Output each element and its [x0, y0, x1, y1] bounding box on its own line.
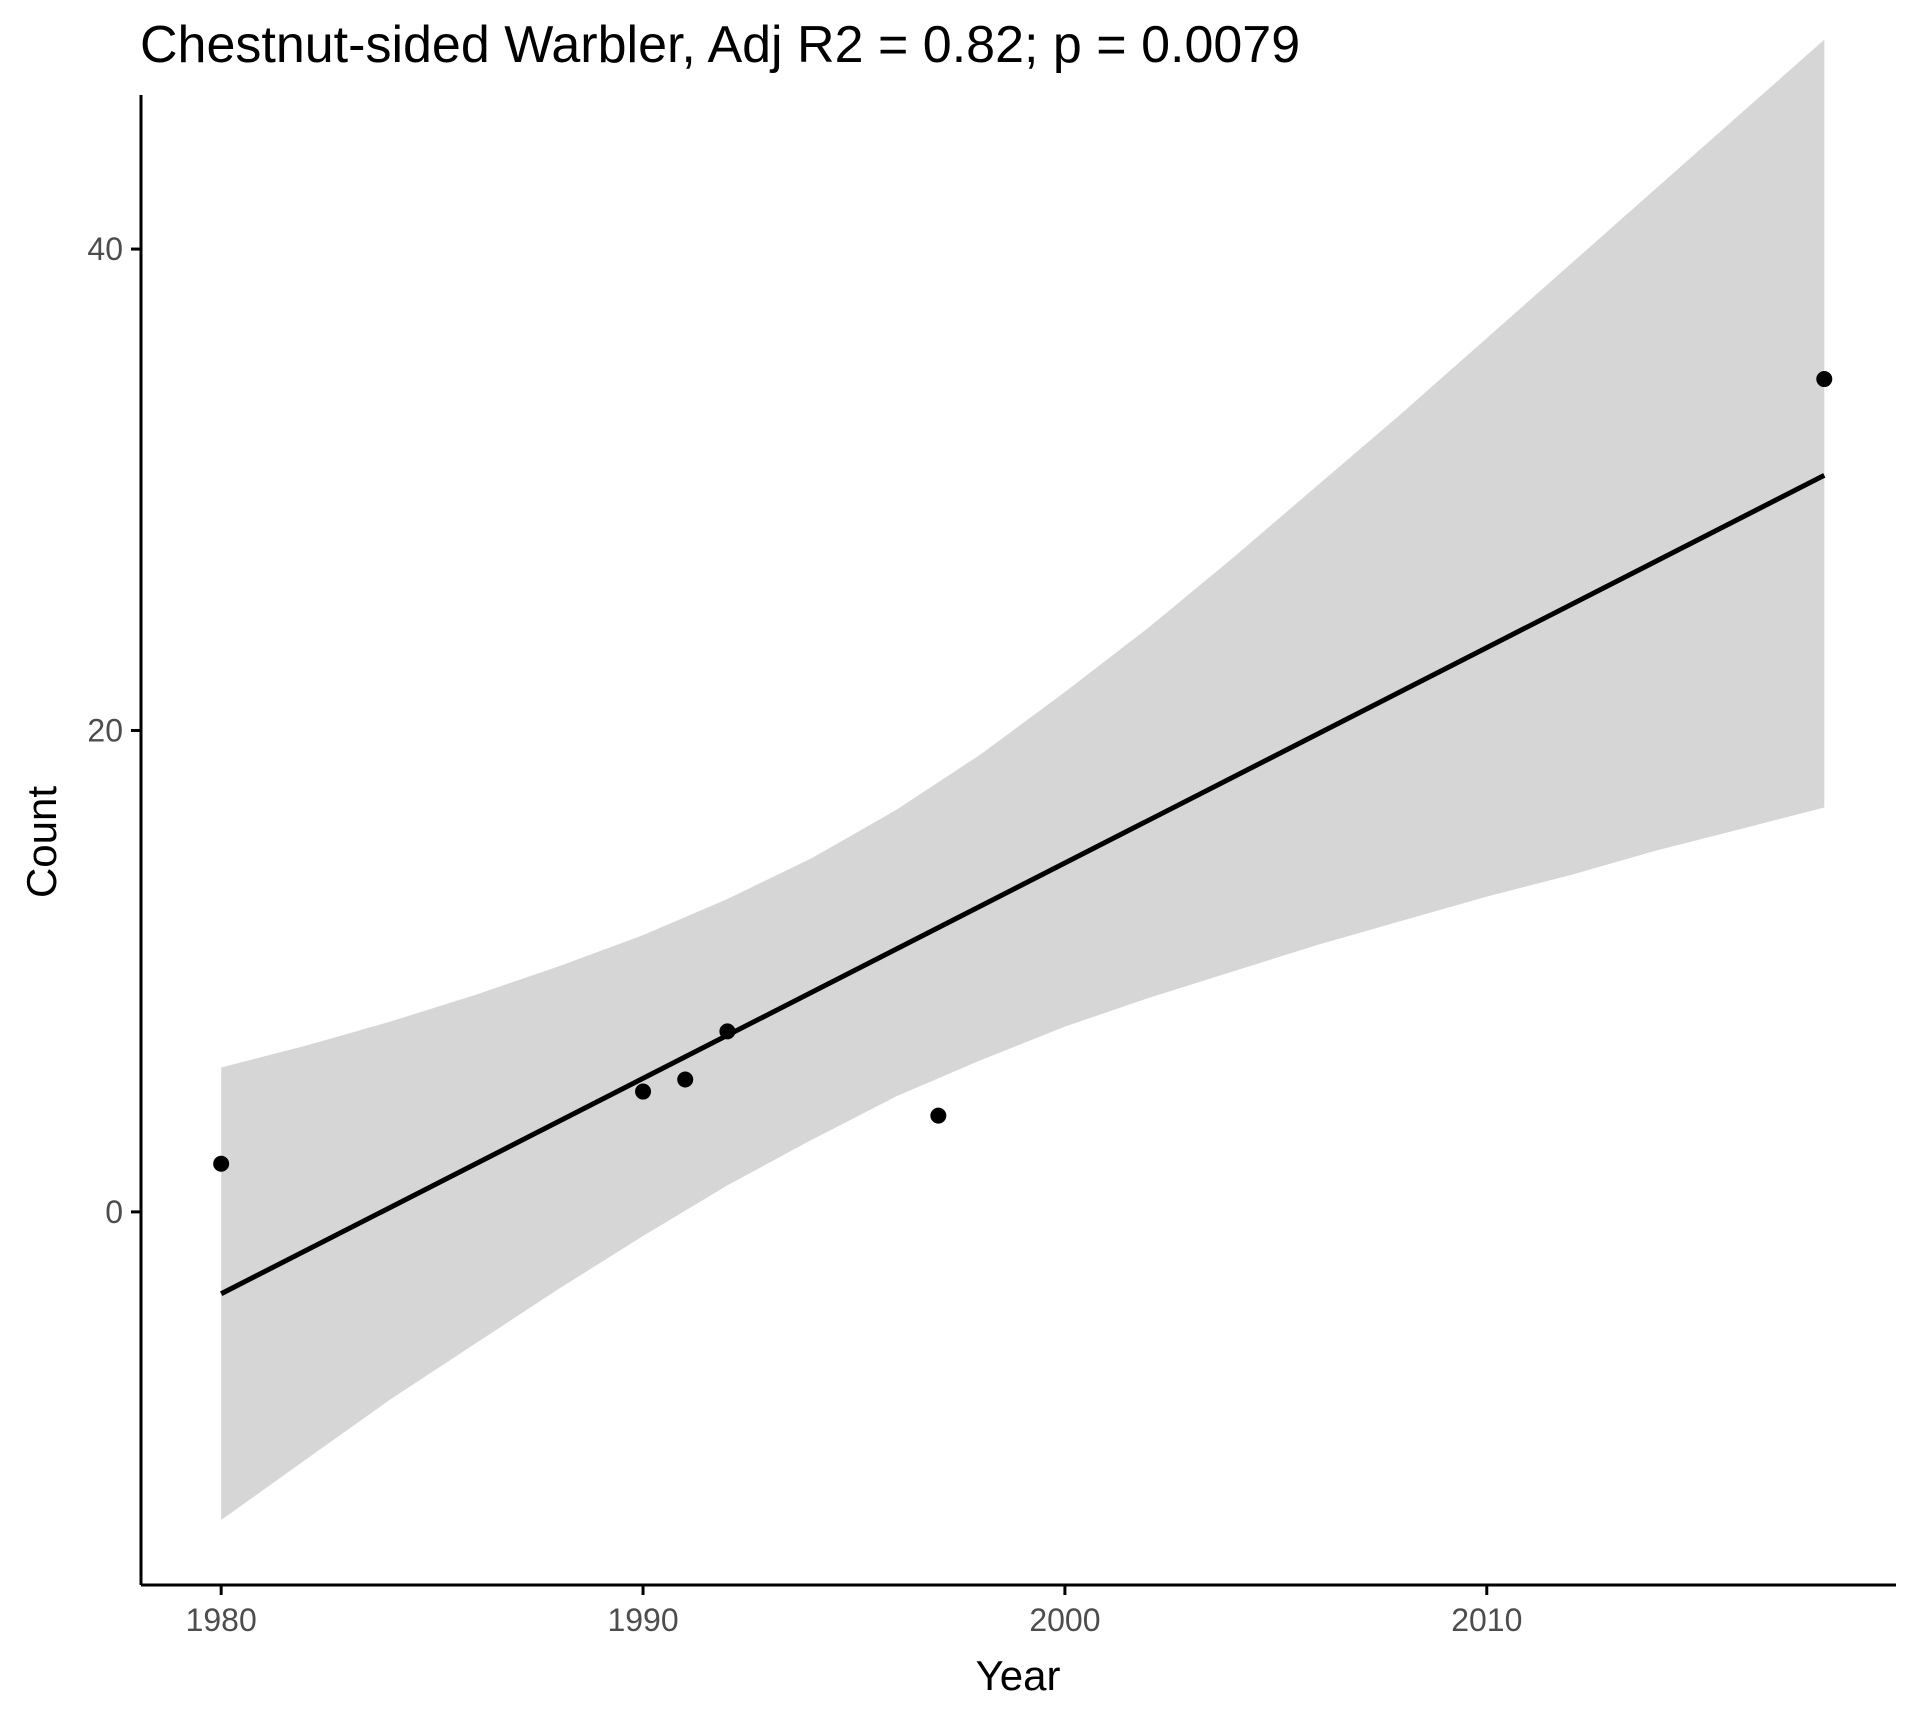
y-tick-label: 40: [87, 231, 123, 267]
data-point: [1816, 371, 1833, 388]
x-tick-label: 1990: [607, 1602, 678, 1638]
x-axis-title: Year: [976, 1652, 1061, 1699]
data-point: [213, 1155, 230, 1172]
y-tick-label: 0: [105, 1194, 123, 1230]
y-axis-ticks: 0 20 40: [87, 231, 141, 1230]
data-points: [213, 371, 1833, 1172]
data-point: [930, 1107, 947, 1124]
y-axis-title: Count: [18, 786, 65, 898]
data-point: [635, 1083, 652, 1100]
y-tick-label: 20: [87, 712, 123, 748]
x-tick-label: 2010: [1451, 1602, 1522, 1638]
x-tick-label: 2000: [1029, 1602, 1100, 1638]
data-point: [677, 1071, 694, 1088]
x-tick-label: 1980: [186, 1602, 257, 1638]
chart-title: Chestnut-sided Warbler, Adj R2 = 0.82; p…: [140, 16, 1300, 74]
x-axis-ticks: 1980 1990 2000 2010: [186, 1585, 1522, 1638]
confidence-band: [221, 39, 1825, 1521]
trend-line: [220, 473, 1826, 1296]
data-point: [719, 1023, 736, 1040]
